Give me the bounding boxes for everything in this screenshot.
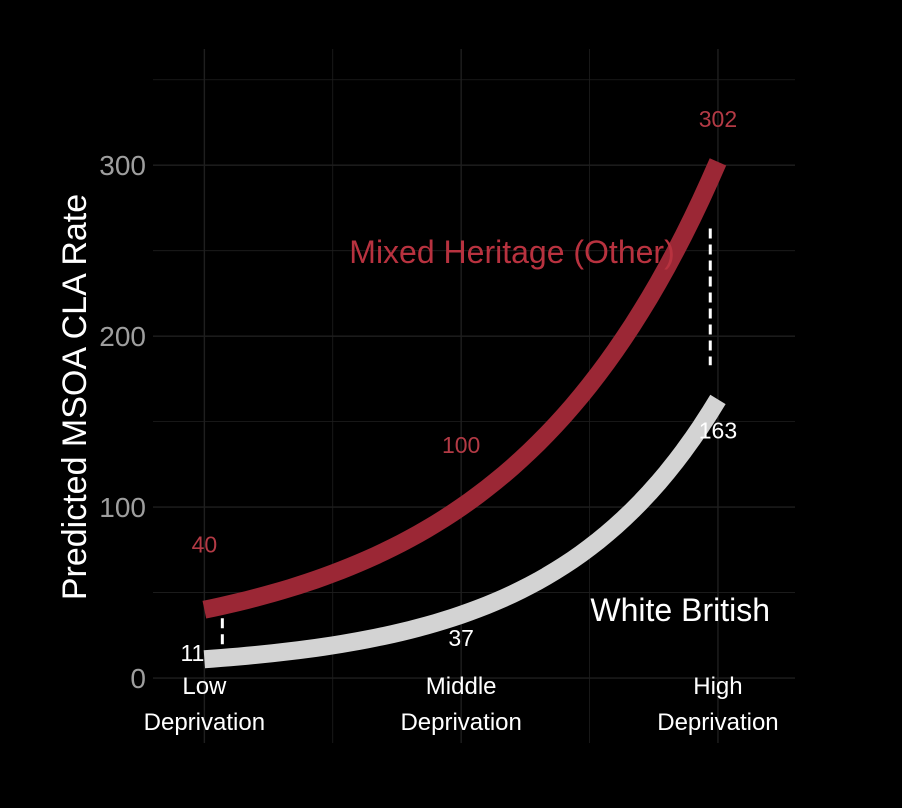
data-label: 100 [442, 432, 480, 458]
x-tick-label: Middle [426, 673, 497, 700]
y-tick-label: 0 [130, 663, 146, 694]
series-line-mixed-heritage [202, 158, 727, 619]
x-tick-label: Deprivation [400, 709, 521, 736]
y-tick-label: 100 [99, 492, 146, 523]
data-label: 163 [699, 417, 737, 443]
data-label: 302 [699, 106, 737, 132]
series-name-white-british: White British [590, 592, 770, 628]
data-label: 40 [192, 532, 218, 558]
x-tick-label: Deprivation [657, 709, 778, 736]
series-line-white-british [203, 394, 726, 669]
data-label: 11 [180, 640, 204, 666]
data-labels: 40 100 302 11 37 163 [180, 106, 737, 666]
data-label: 37 [448, 625, 474, 651]
x-tick-label: High [693, 673, 742, 700]
y-tick-label: 200 [99, 321, 146, 352]
grid-major [153, 49, 795, 743]
x-tick-label: Low [182, 673, 227, 700]
y-tick-label: 300 [99, 150, 146, 181]
x-tick-labels: Low Deprivation Middle Deprivation High Depri… [144, 673, 779, 736]
x-tick-label: Deprivation [144, 709, 265, 736]
y-tick-labels: 0 100 200 300 [99, 150, 146, 694]
gap-markers [220, 228, 712, 653]
series-name-mixed-heritage: Mixed Heritage (Other) [349, 234, 674, 270]
y-axis-title: Predicted MSOA CLA Rate [56, 194, 94, 600]
series-lines [202, 158, 727, 669]
